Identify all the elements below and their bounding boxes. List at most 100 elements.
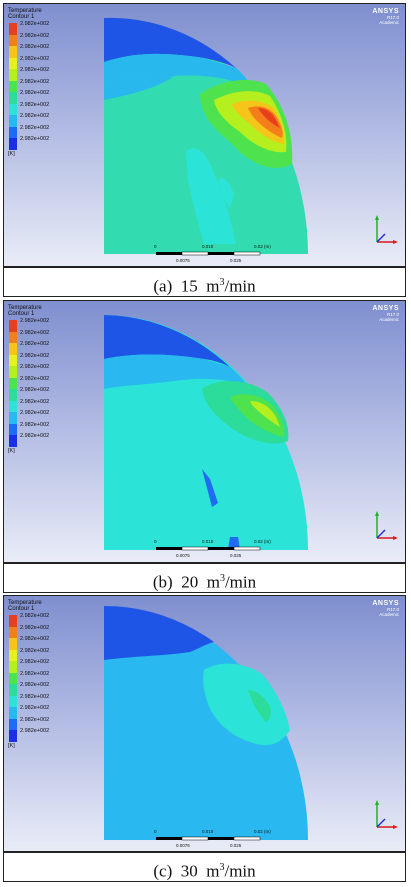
legend-label: 2.982e+002 — [20, 728, 50, 734]
ansys-logo: ANSYS R17.0 Academic — [372, 600, 399, 617]
ansys-logo: ANSYS R17.0 Academic — [372, 8, 399, 25]
legend-unit: [K] — [8, 742, 15, 749]
scale-label-right: 0.02 (m) — [254, 539, 271, 544]
legend-label: 2.982e+002 — [20, 624, 50, 631]
scale-label-low1: 0.0075 — [176, 843, 190, 848]
legend-label: 2.982e+002 — [20, 318, 50, 324]
legend-row: 2.982e+002 — [8, 90, 78, 104]
legend-label: 2.982e+002 — [20, 341, 50, 347]
caption-unit-pre: m — [206, 276, 220, 296]
caption-value: 30 — [180, 861, 198, 881]
legend-row: 2.982e+002 — [8, 682, 78, 696]
scale-label-left: 0 — [154, 539, 157, 544]
legend-b: Temperature Contour 1 2.982e+002 2.982e+… — [8, 305, 78, 454]
legend-label: 2.982e+002 — [20, 136, 50, 142]
caption-unit-pre: m — [206, 861, 220, 881]
legend-c: Temperature Contour 1 2.982e+002 2.982e+… — [8, 600, 78, 749]
legend-label: 2.982e+002 — [20, 647, 50, 654]
scale-label-mid: 0.010 — [202, 244, 214, 249]
caption-label: (b) — [152, 572, 173, 592]
legend-title: Temperature — [8, 8, 42, 14]
legend-label: 2.982e+002 — [20, 682, 50, 688]
contour-plot-c — [104, 605, 308, 841]
legend-row: 2.982e+002 — [8, 318, 78, 332]
legend-label: 2.982e+002 — [20, 636, 50, 642]
legend-row: 2.982e+002 — [8, 387, 78, 401]
brand-name: ANSYS — [372, 305, 399, 312]
legend-a: Temperature Contour 1 2.982e+002 2.982e+… — [8, 8, 78, 157]
scale-label-low1: 0.0075 — [176, 553, 190, 558]
legend-label: 2.982e+002 — [20, 364, 50, 370]
scale-label-low2: 0.025 — [230, 258, 242, 263]
caption-c: (c) 30 m3/min — [3, 852, 406, 882]
legend-label: 2.982e+002 — [20, 78, 50, 85]
contour-plot-a — [104, 17, 308, 256]
legend-label: 2.982e+002 — [20, 124, 50, 131]
xyz-triad-icon — [375, 215, 398, 244]
brand-version: R17.0 — [386, 312, 399, 317]
caption-unit-post: /min — [224, 572, 257, 592]
scale-label-right: 0.02 (m) — [254, 244, 271, 249]
scale-label-low2: 0.025 — [230, 843, 242, 848]
caption-value: 20 — [181, 572, 199, 592]
legend-label: 2.982e+002 — [20, 693, 50, 700]
legend-row: 2.982e+002 — [8, 398, 78, 412]
caption-label: (a) — [153, 276, 173, 296]
legend-label: 2.982e+002 — [20, 32, 50, 39]
brand-edition: Academic — [379, 612, 399, 617]
caption-unit-post: /min — [224, 861, 256, 881]
legend-label: 2.982e+002 — [20, 375, 50, 382]
legend-row: 2.982e+002 — [8, 716, 78, 730]
legend-label: 2.982e+002 — [20, 387, 50, 393]
caption-label: (c) — [153, 861, 173, 881]
legend-row: 2.982e+002 — [8, 113, 78, 127]
legend-rows: 2.982e+002 2.982e+002 2.982e+002 2.982e+… — [8, 613, 78, 742]
legend-title: Temperature — [8, 305, 42, 311]
legend-row: 2.982e+002 — [8, 375, 78, 389]
brand-name: ANSYS — [372, 8, 399, 15]
legend-rows: 2.982e+002 2.982e+002 2.982e+002 2.982e+… — [8, 318, 78, 447]
xyz-triad-icon — [375, 800, 398, 829]
legend-row: 2.982e+002 — [8, 728, 78, 742]
legend-subtitle: Contour 1 — [8, 311, 35, 317]
legend-row: 2.982e+002 — [8, 659, 78, 673]
contour-panel-a: 0 0.010 0.02 (m) 0.0075 0.025 Temperatur… — [3, 3, 406, 267]
caption-unit-pre: m — [206, 572, 220, 592]
legend-row: 2.982e+002 — [8, 55, 78, 69]
legend-subtitle: Contour 1 — [8, 606, 35, 612]
legend-label: 2.982e+002 — [20, 716, 50, 723]
scale-label-low2: 0.025 — [230, 553, 242, 558]
caption-value: 15 — [180, 276, 198, 296]
legend-row: 2.982e+002 — [8, 624, 78, 638]
legend-label: 2.982e+002 — [20, 398, 50, 405]
legend-row: 2.982e+002 — [8, 44, 78, 58]
legend-row: 2.982e+002 — [8, 410, 78, 424]
scale-label-mid: 0.010 — [202, 829, 214, 834]
contour-plot-b — [104, 315, 308, 551]
brand-edition: Academic — [379, 317, 399, 322]
legend-label: 2.982e+002 — [20, 421, 50, 428]
legend-unit: [K] — [8, 447, 15, 454]
legend-row: 2.982e+002 — [8, 647, 78, 661]
legend-label: 2.982e+002 — [20, 67, 50, 73]
legend-row: 2.982e+002 — [8, 693, 78, 707]
legend-row: 2.982e+002 — [8, 705, 78, 719]
scale-label-right: 0.02 (m) — [254, 829, 271, 834]
legend-row: 2.982e+002 — [8, 32, 78, 46]
legend-label: 2.982e+002 — [20, 670, 50, 677]
legend-label: 2.982e+002 — [20, 613, 50, 619]
caption-a: (a) 15 m3/min — [3, 267, 406, 297]
legend-row: 2.982e+002 — [8, 78, 78, 92]
scale-label-mid: 0.010 — [202, 539, 214, 544]
legend-row: 2.982e+002 — [8, 433, 78, 447]
legend-label: 2.982e+002 — [20, 101, 50, 108]
legend-label: 2.982e+002 — [20, 55, 50, 62]
legend-label: 2.982e+002 — [20, 659, 50, 665]
legend-row: 2.982e+002 — [8, 330, 78, 343]
legend-rows: 2.982e+002 2.982e+002 2.982e+002 2.982e+… — [8, 21, 78, 150]
brand-version: R17.0 — [386, 607, 399, 612]
caption-unit-post: /min — [224, 276, 256, 296]
ansys-logo: ANSYS R17.0 Academic — [372, 305, 399, 322]
brand-edition: Academic — [379, 20, 399, 25]
scale-label-low1: 0.0075 — [176, 258, 190, 263]
